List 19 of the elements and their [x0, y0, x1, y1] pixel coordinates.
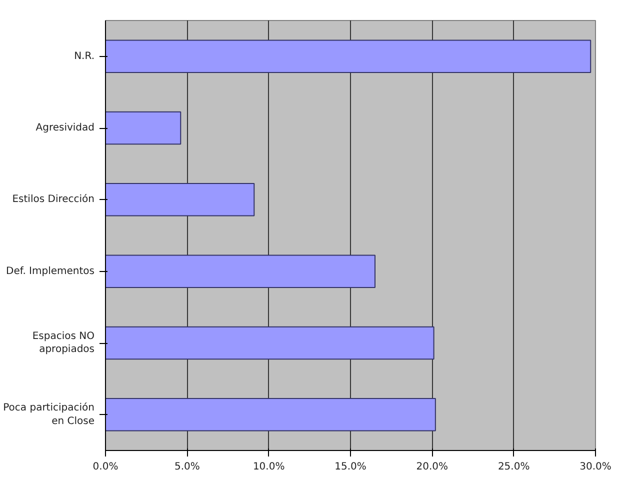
y-tick-label: Espacios NO apropiados	[32, 330, 95, 356]
x-tick-label: 25.0%	[498, 462, 530, 472]
bar	[106, 40, 592, 73]
bar	[106, 183, 255, 216]
bar	[106, 398, 436, 432]
y-tick-label: Def. Implementos	[6, 266, 94, 277]
x-tick-label: 10.0%	[252, 462, 285, 472]
bar	[106, 254, 376, 288]
x-tick-label: 0.0%	[92, 462, 118, 472]
y-tick-label: Estilos Dirección	[12, 194, 94, 206]
x-tick-label: 15.0%	[334, 462, 366, 472]
x-tick-label: 5.0%	[174, 462, 200, 472]
x-tick-label: 20.0%	[416, 462, 448, 472]
y-tick-label: Poca participación en Close	[3, 402, 95, 427]
x-tick-label: 30.0%	[580, 462, 612, 472]
y-tick-label: Agresividad	[36, 122, 95, 134]
bar	[106, 111, 182, 145]
y-tick-label: N.R.	[74, 50, 95, 62]
bar	[106, 326, 434, 360]
